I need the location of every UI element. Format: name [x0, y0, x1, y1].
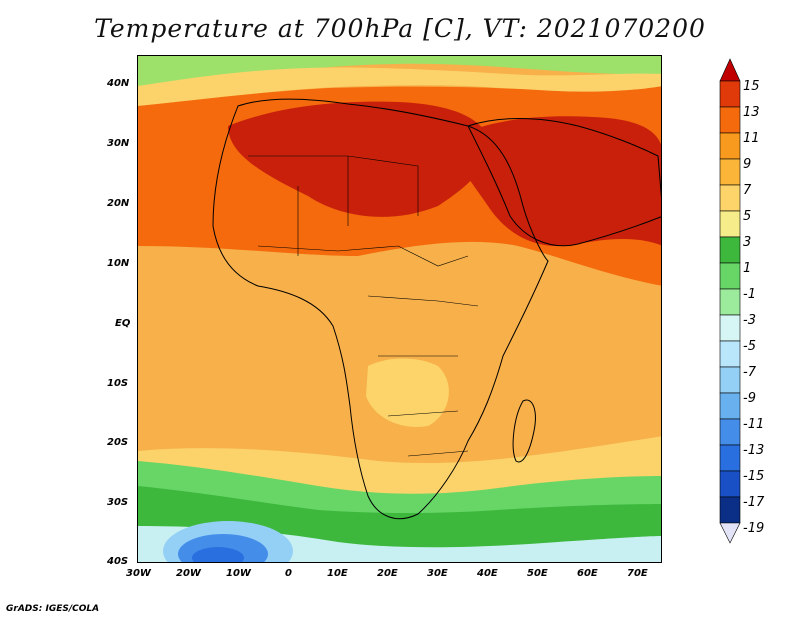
lat-label-30s: 30S — [107, 497, 129, 508]
lon-label-0: 0 — [285, 568, 292, 579]
lon-label-40e: 40E — [477, 568, 498, 579]
field-north-yellow — [138, 67, 661, 106]
lat-label-eq: EQ — [115, 318, 131, 329]
colorbar-label: -13 — [743, 443, 765, 458]
colorbar-label: 9 — [743, 157, 752, 172]
field-yellow-patch — [366, 358, 449, 427]
colorbar-box — [719, 496, 741, 524]
colorbar-box — [719, 210, 741, 238]
colorbar-box — [719, 444, 741, 472]
colorbar-label: -11 — [743, 417, 765, 432]
lat-label-20n: 20N — [107, 198, 130, 209]
arabia-coastline — [467, 118, 661, 247]
lon-label-20w: 20W — [176, 568, 201, 579]
lon-label-30e: 30E — [427, 568, 448, 579]
colorbar-label: -9 — [743, 391, 756, 406]
colorbar-label: 15 — [743, 79, 760, 94]
colorbar — [719, 58, 741, 544]
colorbar-label: -19 — [743, 521, 765, 536]
colorbar-box — [719, 288, 741, 316]
lat-label-30n: 30N — [107, 138, 130, 149]
colorbar-arrow-top — [719, 58, 741, 82]
colorbar-box — [719, 158, 741, 186]
colorbar-label: -7 — [743, 365, 756, 380]
colorbar-label: 13 — [743, 105, 760, 120]
lon-label-30w: 30W — [126, 568, 151, 579]
lat-label-10n: 10N — [107, 258, 130, 269]
colorbar-box — [719, 314, 741, 342]
colorbar-box — [719, 340, 741, 368]
colorbar-box — [719, 106, 741, 134]
lon-label-10w: 10W — [226, 568, 251, 579]
colorbar-label: -5 — [743, 339, 756, 354]
colorbar-label: -17 — [743, 495, 765, 510]
field-hot-core-arabia — [455, 116, 661, 247]
country-borders — [248, 155, 479, 457]
colorbar-box — [719, 184, 741, 212]
lat-label-40s: 40S — [107, 556, 129, 567]
colorbar-label: -15 — [743, 469, 765, 484]
colorbar-label: 5 — [743, 209, 752, 224]
credit-text: GrADS: IGES/COLA — [6, 604, 100, 614]
colorbar-label: 11 — [743, 131, 760, 146]
colorbar-box — [719, 470, 741, 498]
madagascar — [512, 399, 536, 463]
lon-label-60e: 60E — [577, 568, 598, 579]
field-cold-pool-3 — [192, 547, 244, 562]
colorbar-label: -3 — [743, 313, 756, 328]
colorbar-arrow-bottom — [719, 522, 741, 544]
colorbar-label: 1 — [743, 261, 752, 276]
field-north-green — [138, 56, 661, 86]
lat-label-40n: 40N — [107, 78, 130, 89]
colorbar-box — [719, 418, 741, 446]
lon-label-70e: 70E — [627, 568, 648, 579]
colorbar-box — [719, 80, 741, 108]
lat-label-20s: 20S — [107, 437, 129, 448]
map-frame — [137, 55, 662, 563]
colorbar-box — [719, 392, 741, 420]
temperature-map — [138, 56, 661, 562]
field-hot-core-sahara — [228, 101, 489, 217]
colorbar-label: -1 — [743, 287, 756, 302]
chart-title: Temperature at 700hPa [C], VT: 202107020… — [94, 14, 706, 43]
colorbar-box — [719, 236, 741, 264]
colorbar-box — [719, 132, 741, 160]
colorbar-label: 3 — [743, 235, 752, 250]
lat-label-10s: 10S — [107, 378, 129, 389]
colorbar-box — [719, 262, 741, 290]
lon-label-10e: 10E — [327, 568, 348, 579]
colorbar-box — [719, 366, 741, 394]
colorbar-label: 7 — [743, 183, 752, 198]
lon-label-50e: 50E — [527, 568, 548, 579]
lon-label-20e: 20E — [377, 568, 398, 579]
